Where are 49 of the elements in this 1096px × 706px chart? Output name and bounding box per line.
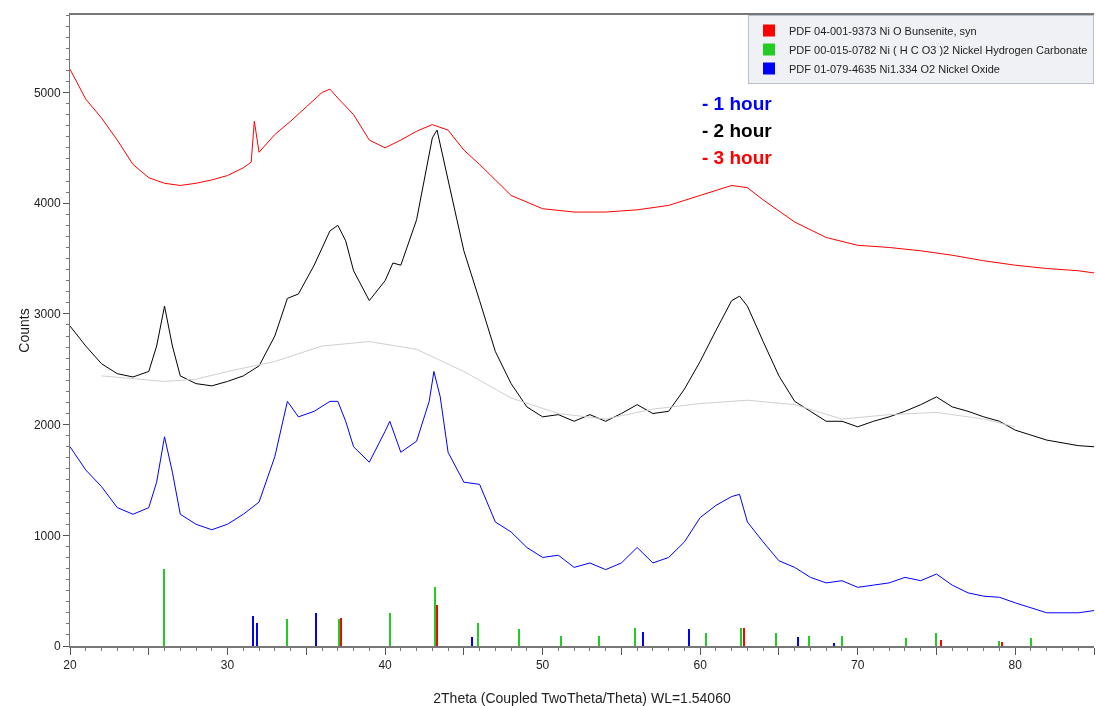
legend-label: PDF 00-015-0782 Ni ( H C O3 )2 Nickel Hydrogen Carbonate <box>789 43 1088 56</box>
bar <box>1030 638 1032 646</box>
x-tick-label: 30 <box>220 658 235 673</box>
x-tick-label: 40 <box>378 658 393 673</box>
bar <box>688 629 690 646</box>
line-series <box>101 341 1016 428</box>
legend-label: PDF 04-001-9373 Ni O Bunsenite, syn <box>789 24 977 37</box>
bar <box>598 636 600 646</box>
bar <box>905 638 907 646</box>
bar <box>797 637 799 646</box>
bar <box>642 632 644 646</box>
line-series <box>70 370 1094 614</box>
bar <box>471 637 473 646</box>
bar <box>841 636 843 646</box>
bar <box>560 636 562 646</box>
bar <box>634 628 636 646</box>
text: - 1 hour <box>702 93 773 114</box>
bar <box>935 633 937 646</box>
bar <box>808 636 810 646</box>
bar <box>940 640 942 646</box>
bar <box>833 643 835 646</box>
bar <box>252 616 254 646</box>
bar <box>436 605 438 646</box>
bar <box>163 569 165 646</box>
bar <box>775 633 777 646</box>
x-tick-label: 70 <box>851 658 865 673</box>
x-axis-title: 2Theta (Coupled TwoTheta/Theta) WL=1.54060 <box>433 690 731 706</box>
y-axis-title: Counts <box>15 308 32 353</box>
bar <box>518 629 520 646</box>
bar <box>434 587 436 646</box>
y-tick-label: 0 <box>53 639 61 654</box>
y-tick-label: 2000 <box>33 417 61 432</box>
y-tick-label: 3000 <box>33 307 61 322</box>
bar <box>256 623 258 646</box>
bar <box>389 613 391 646</box>
text: - 2 hour <box>702 120 773 141</box>
bar <box>315 613 317 646</box>
x-tick-label: 50 <box>535 658 550 673</box>
x-tick-label: 60 <box>693 658 708 673</box>
y-tick-label: 1000 <box>33 528 61 543</box>
x-tick-label: 20 <box>63 658 77 673</box>
bar <box>477 623 479 646</box>
y-tick-label: 4000 <box>33 196 61 211</box>
series-label: - 3 hour <box>702 147 773 168</box>
bar <box>705 633 707 646</box>
bar <box>286 619 288 646</box>
x-tick-label: 80 <box>1008 658 1023 673</box>
legend-label: PDF 01-079-4635 Ni1.334 O2 Nickel Oxide <box>789 62 1000 75</box>
y-tick-label: 5000 <box>33 85 61 100</box>
